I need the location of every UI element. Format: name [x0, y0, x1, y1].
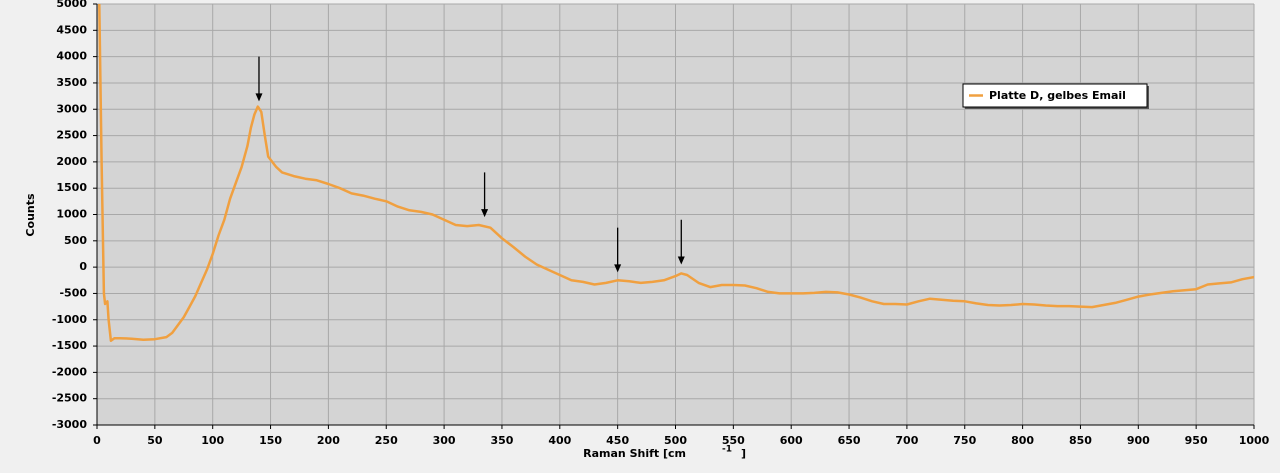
- x-tick-label: 450: [606, 434, 629, 447]
- y-tick-label: 1500: [56, 181, 87, 194]
- x-tick-label: 900: [1127, 434, 1150, 447]
- x-tick-label: 850: [1069, 434, 1092, 447]
- x-axis-label-end: ]: [741, 447, 746, 460]
- x-tick-label: 250: [375, 434, 398, 447]
- x-tick-label: 300: [433, 434, 456, 447]
- x-tick-label: 500: [664, 434, 687, 447]
- y-tick-label: 2500: [56, 129, 87, 142]
- x-axis-label-sup: -1: [722, 445, 732, 455]
- data-line: [98, 4, 1254, 343]
- y-tick-label: 1000: [56, 208, 87, 221]
- y-tick-label: 4000: [56, 50, 87, 63]
- y-tick-label: 4500: [56, 23, 87, 36]
- x-tick-label: 50: [147, 434, 163, 447]
- annotation-arrowhead: [614, 264, 622, 273]
- y-tick-label: 500: [64, 234, 87, 247]
- annotation-arrowhead: [481, 209, 489, 218]
- y-tick-label: -2000: [52, 365, 88, 378]
- annotation-arrowhead: [677, 256, 685, 265]
- x-tick-label: 750: [953, 434, 976, 447]
- x-tick-label: 600: [780, 434, 803, 447]
- annotation-arrowhead: [255, 93, 263, 102]
- x-tick-label: 350: [490, 434, 513, 447]
- x-tick-label: 0: [93, 434, 101, 447]
- y-axis-label: Counts: [24, 193, 37, 237]
- x-tick-label: 550: [722, 434, 745, 447]
- y-tick-label: -1500: [52, 339, 88, 352]
- y-tick-label: 3500: [56, 76, 87, 89]
- y-tick-label: -2500: [52, 392, 88, 405]
- y-tick-label: 5000: [56, 0, 87, 10]
- x-tick-label: 150: [259, 434, 282, 447]
- x-tick-label: 1000: [1239, 434, 1270, 447]
- legend-box: [962, 83, 1148, 108]
- x-tick-label: 400: [548, 434, 571, 447]
- y-tick-label: -3000: [52, 418, 88, 431]
- x-tick-label: 800: [1011, 434, 1034, 447]
- y-tick-label: 2000: [56, 155, 87, 168]
- y-tick-label: -1000: [52, 313, 88, 326]
- legend-label: Platte D, gelbes Email: [989, 89, 1126, 102]
- x-tick-label: 950: [1185, 434, 1208, 447]
- x-tick-label: 100: [201, 434, 224, 447]
- x-tick-label: 200: [317, 434, 340, 447]
- y-tick-label: -500: [59, 286, 87, 299]
- x-tick-label: 650: [838, 434, 861, 447]
- x-axis-label: Raman Shift [cm: [583, 447, 686, 460]
- x-tick-label: 700: [895, 434, 918, 447]
- y-tick-label: 3000: [56, 102, 87, 115]
- y-tick-label: 0: [79, 260, 87, 273]
